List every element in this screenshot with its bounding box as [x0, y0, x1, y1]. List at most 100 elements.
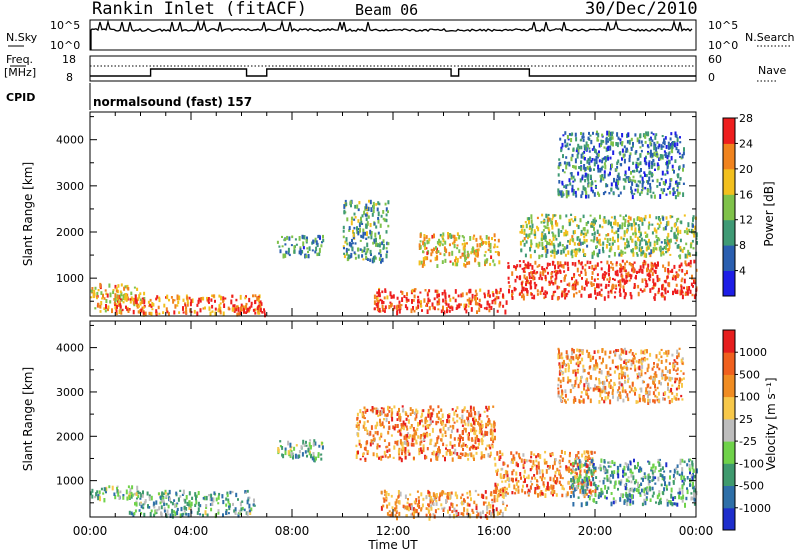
power-region-8-cell	[566, 245, 568, 249]
power-region-4-cell	[368, 215, 370, 218]
velocity-region-3-cell	[484, 431, 486, 435]
power-region-6-cell	[494, 244, 496, 248]
velocity-region-4-cell	[386, 505, 388, 509]
power-region-8-cell	[521, 229, 523, 232]
power-region-8-cell	[684, 214, 686, 216]
velocity-region-6-cell	[619, 497, 621, 502]
velocity-region-1-cell	[139, 509, 141, 512]
velocity-region-7-cell	[609, 367, 611, 370]
velocity-region-5-cell	[546, 469, 548, 474]
velocity-region-1-cell	[140, 503, 142, 506]
velocity-region-6-cell	[603, 480, 605, 485]
power-region-5-cell	[429, 306, 431, 310]
velocity-region-3-cell	[420, 436, 422, 440]
power-region-7-cell	[551, 272, 553, 275]
power-region-8-cell	[656, 242, 658, 245]
velocity-region-3-cell	[394, 441, 396, 444]
power-region-7-cell	[541, 266, 543, 270]
power-region-7-cell	[597, 278, 599, 280]
power-region-7-cell	[566, 293, 568, 297]
velocity-region-4-cell	[428, 510, 430, 514]
power-region-9-cell	[638, 140, 640, 144]
power-region-1-cell	[174, 299, 176, 301]
velocity-region-3-cell	[357, 433, 359, 438]
velocity-region-6-cell	[588, 467, 590, 471]
power-region-8-cell	[663, 227, 665, 230]
velocity-region-3-cell	[426, 420, 428, 423]
velocity-region-3-cell	[494, 436, 496, 441]
power-region-7-cell	[654, 263, 656, 266]
power-region-0-cell	[99, 283, 101, 288]
power-region-1-cell	[143, 306, 145, 308]
velocity-region-2-cell	[278, 449, 280, 454]
power-region-1-cell	[155, 309, 157, 313]
power-region-7-cell	[527, 264, 529, 269]
power-region-5-cell	[502, 305, 504, 308]
power-region-1-cell	[173, 310, 175, 314]
velocity-region-3-cell	[413, 427, 415, 432]
velocity-region-7-cell	[576, 377, 578, 381]
velocity-region-6-cell	[659, 499, 661, 503]
power-region-7-cell	[618, 280, 620, 283]
power-region-9-cell	[596, 133, 598, 135]
velocity-region-3-cell	[388, 426, 390, 430]
velocity-region-3-cell	[462, 409, 464, 413]
velocity-region-1-cell	[187, 502, 189, 506]
velocity-region-6-cell	[663, 471, 665, 473]
velocity-region-5-cell	[503, 475, 505, 479]
velocity-region-7-cell	[643, 381, 645, 383]
power-region-5-cell	[466, 292, 468, 295]
power-region-6-cell	[445, 249, 447, 254]
velocity-region-5-cell	[516, 482, 518, 486]
velocity-region-3-cell	[488, 406, 490, 410]
velocity-region-3-cell	[442, 421, 444, 425]
power-region-4-cell	[361, 254, 363, 258]
power-region-9-cell	[584, 157, 586, 161]
velocity-region-4-cell	[460, 496, 462, 499]
power-region-9-cell	[590, 175, 592, 180]
power-region-9-cell	[662, 171, 664, 176]
power-region-4-cell	[381, 241, 383, 245]
velocity-region-1-cell	[208, 494, 210, 496]
velocity-region-6-cell	[692, 482, 694, 487]
velocity-region-4-cell	[398, 512, 400, 516]
power-region-9-cell	[599, 159, 601, 162]
power-region-1-cell	[148, 301, 150, 304]
velocity-region-1-cell	[129, 511, 131, 515]
velocity-region-4-cell	[490, 512, 492, 517]
power-region-7-cell	[612, 284, 614, 288]
power-region-7-cell	[625, 275, 627, 279]
power-region-1-cell	[116, 312, 118, 315]
velocity-region-7-cell	[620, 366, 622, 368]
velocity-region-6-cell	[572, 502, 574, 507]
noise-trace	[91, 22, 692, 50]
power-region-8-cell	[585, 233, 587, 236]
power-region-7-cell	[647, 264, 649, 268]
velocity-region-7-cell	[605, 396, 607, 400]
velocity-region-2-cell	[312, 457, 314, 461]
velocity-region-7-cell	[629, 385, 631, 388]
velocity-region-3-cell	[379, 419, 381, 423]
velocity-region-7-cell	[625, 391, 627, 393]
velocity-region-7-cell	[558, 391, 560, 395]
power-region-0-cell	[109, 300, 111, 303]
velocity-region-5-cell	[528, 475, 530, 480]
power-region-1-cell	[222, 300, 224, 303]
power-region-5-cell	[488, 303, 490, 308]
velocity-region-7-cell	[647, 384, 649, 387]
velocity-region-5-cell	[576, 457, 578, 460]
velocity-region-3-cell	[462, 431, 464, 436]
velocity-region-7-cell	[582, 365, 584, 368]
power-region-9-cell	[565, 165, 567, 170]
power-region-9-cell	[642, 188, 644, 190]
velocity-region-4-cell	[453, 514, 455, 519]
velocity-region-6-cell	[586, 502, 588, 506]
velocity-region-3-cell	[416, 428, 418, 431]
velocity-region-6-cell	[630, 474, 632, 478]
velocity-region-1-cell	[244, 509, 246, 512]
power-region-5-cell	[399, 301, 401, 304]
power-region-8-cell	[628, 245, 630, 248]
velocity-region-6-cell	[681, 467, 683, 471]
power-region-5-cell	[465, 306, 467, 309]
power-region-6-cell	[485, 251, 487, 253]
